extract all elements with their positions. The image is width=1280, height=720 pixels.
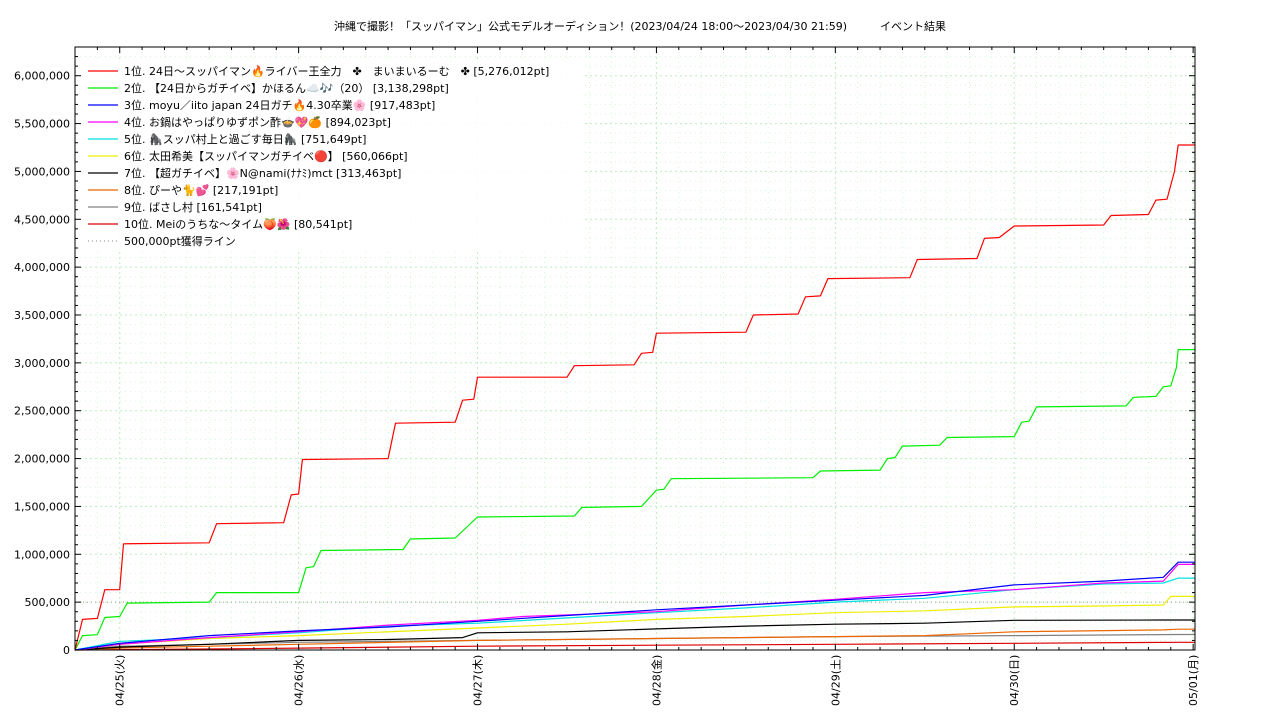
- y-tick-label: 3,000,000: [14, 357, 70, 370]
- y-tick-label: 500,000: [25, 596, 71, 609]
- legend-label: 8位. ぴーや🐈💕 [217,191pt]: [124, 183, 278, 197]
- plot-frame: [74, 46, 1196, 651]
- series-line: [74, 561, 1195, 651]
- y-tick-label: 0: [63, 644, 70, 657]
- series-line: [74, 144, 1195, 651]
- series-line: [74, 563, 1195, 651]
- x-tick-label: 04/25(火): [114, 655, 127, 706]
- legend-label: 9位. ばさし村 [161,541pt]: [124, 200, 262, 214]
- y-tick-label: 5,500,000: [14, 118, 70, 131]
- series-line: [74, 628, 1195, 651]
- x-tick-label: 04/29(土): [829, 655, 842, 706]
- legend: 1位. 24日〜スッパイマン🔥ライバー王全力 ✤ まいまいるーむ ✤ [5,27…: [80, 60, 585, 252]
- x-tick-label: 04/26(水): [293, 655, 306, 706]
- x-tick-label: 05/01(月): [1187, 655, 1200, 706]
- legend-label: 6位. 太田希美【スッパイマンガチイベ🔴】 [560,066pt]: [124, 149, 408, 163]
- legend-label: 10位. Meiのうちな〜タイム🍑🌺 [80,541pt]: [124, 217, 352, 231]
- y-tick-label: 2,000,000: [14, 453, 70, 466]
- x-tick-label: 04/30(日): [1008, 655, 1021, 706]
- axis-ticks: 0 500,000 1,000,000 1,500,000 2,000,000 2,500…: [14, 46, 1200, 706]
- y-tick-label: 4,000,000: [14, 261, 70, 274]
- legend-label: 2位. 【24日からガチイベ】かほるん☁️🎶（20） [3,138,298pt]: [124, 81, 449, 95]
- legend-label: 1位. 24日〜スッパイマン🔥ライバー王全力 ✤ まいまいるーむ ✤ [5,27…: [124, 64, 549, 78]
- legend-label: 500,000pt獲得ライン: [124, 235, 236, 248]
- y-tick-label: 5,000,000: [14, 165, 70, 178]
- y-tick-label: 6,000,000: [14, 70, 70, 83]
- legend-background: [80, 60, 585, 252]
- series-line: [74, 595, 1195, 651]
- x-tick-label: 04/27(木): [472, 655, 485, 706]
- legend-label: 5位. 🦍スッパ村上と過ごす毎日🦍 [751,649pt]: [124, 132, 366, 146]
- series-lines: [74, 144, 1195, 651]
- series-line: [74, 349, 1195, 651]
- y-tick-label: 4,500,000: [14, 213, 70, 226]
- y-tick-label: 3,500,000: [14, 309, 70, 322]
- legend-label: 4位. お鍋はやっぱりゆずポン酢🍲💖🍊 [894,023pt]: [124, 115, 391, 129]
- legend-label: 3位. moyu／iito japan 24日ガチ🔥4.30卒業🌸 [917,4…: [124, 98, 435, 112]
- y-tick-label: 1,000,000: [14, 548, 70, 561]
- x-tick-label: 04/28(金): [649, 655, 663, 706]
- series-line: [74, 619, 1195, 651]
- legend-label: 7位. 【超ガチイベ】🌸N@nami(ﾅﾅﾐ)mct [313,463pt]: [124, 166, 401, 180]
- chart-title: 沖縄で撮影！「スッパイマン」公式モデルオーディション！(2023/04/24 1…: [333, 20, 946, 33]
- y-tick-label: 2,500,000: [14, 405, 70, 418]
- y-tick-label: 1,500,000: [14, 500, 70, 513]
